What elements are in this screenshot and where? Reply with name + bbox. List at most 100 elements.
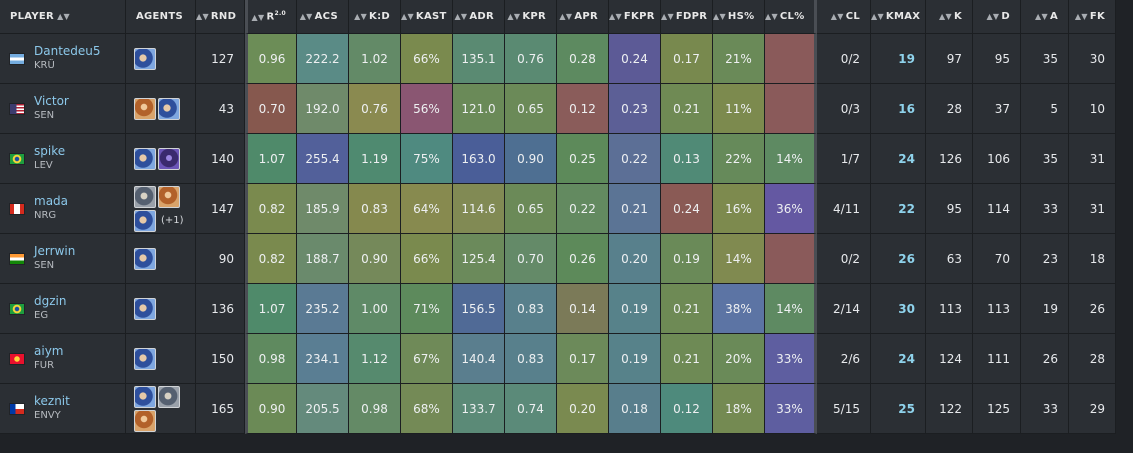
hs-cell: 38%	[713, 284, 765, 334]
player-name-link[interactable]: spike	[34, 144, 66, 158]
d-cell: 37	[973, 84, 1021, 134]
player-cell[interactable]: dgzin EG	[0, 284, 126, 334]
kpr-cell: 0.70	[505, 234, 557, 284]
col-header-adr[interactable]: ▲▼ ADR	[453, 0, 505, 34]
player-name-link[interactable]: mada	[34, 194, 69, 208]
player-team: FUR	[34, 360, 55, 371]
rnd-cell: 140	[196, 134, 245, 184]
kd-cell: 0.83	[349, 184, 401, 234]
col-header-d[interactable]: ▲▼ D	[973, 0, 1021, 34]
agents-cell	[126, 134, 196, 184]
kmax-cell: 24	[871, 334, 926, 384]
sort-icon: ▲▼	[507, 12, 521, 21]
player-name-link[interactable]: Victor	[34, 94, 69, 108]
hs-cell: 20%	[713, 334, 765, 384]
col-header-kast[interactable]: ▲▼ KAST	[401, 0, 453, 34]
player-cell[interactable]: Jerrwin SEN	[0, 234, 126, 284]
table-row: Victor SEN 43 0.70 192.0 0.76 56% 121.0 0.65 0.12…	[0, 84, 1133, 134]
adr-cell: 125.4	[453, 234, 505, 284]
col-header-cl[interactable]: ▲▼ CL	[817, 0, 871, 34]
rnd-cell: 43	[196, 84, 245, 134]
agent-icon-1	[134, 297, 156, 320]
agent-icon-3	[158, 147, 180, 170]
rnd-cell: 150	[196, 334, 245, 384]
player-cell[interactable]: spike LEV	[0, 134, 126, 184]
fdpr-cell: 0.13	[661, 134, 713, 184]
flag-chile-icon	[10, 403, 24, 414]
a-cell: 33	[1021, 384, 1069, 434]
kmax-cell: 25	[871, 384, 926, 434]
d-cell: 113	[973, 284, 1021, 334]
d-cell: 111	[973, 334, 1021, 384]
col-header-apr[interactable]: ▲▼ APR	[557, 0, 609, 34]
col-header-fk[interactable]: ▲▼ FK	[1069, 0, 1116, 34]
col-header-fkpr[interactable]: ▲▼ FKPR	[609, 0, 661, 34]
col-header-rating[interactable]: ▲▼ R2.0	[245, 0, 297, 34]
player-name-link[interactable]: Dantedeu5	[34, 44, 101, 58]
col-header-clp[interactable]: ▲▼ CL%	[765, 0, 817, 34]
agents-cell	[126, 234, 196, 284]
agent-icon-1	[134, 385, 156, 408]
player-cell[interactable]: mada NRG	[0, 184, 126, 234]
cl-cell: 4/11	[817, 184, 871, 234]
agent-icon-2	[134, 409, 156, 432]
acs-cell: 185.9	[297, 184, 349, 234]
table-row: Jerrwin SEN 90 0.82 188.7 0.90 66% 125.4 0.70 0.2…	[0, 234, 1133, 284]
kpr-cell: 0.90	[505, 134, 557, 184]
cl-cell: 1/7	[817, 134, 871, 184]
col-header-kpr[interactable]: ▲▼ KPR	[505, 0, 557, 34]
player-team: SEN	[34, 110, 55, 121]
col-header-fdpr[interactable]: ▲▼ FDPR	[661, 0, 713, 34]
player-cell[interactable]: keznit ENVY	[0, 384, 126, 434]
sort-icon: ▲▼	[713, 12, 726, 21]
kast-cell: 66%	[401, 234, 453, 284]
fk-cell: 28	[1069, 334, 1116, 384]
hs-cell: 22%	[713, 134, 765, 184]
sort-icon: ▲▼	[559, 12, 573, 21]
player-team: KRÜ	[34, 60, 55, 71]
player-cell[interactable]: aiym FUR	[0, 334, 126, 384]
a-cell: 19	[1021, 284, 1069, 334]
kpr-cell: 0.74	[505, 384, 557, 434]
sort-icon: ▲▼	[354, 12, 368, 21]
a-cell: 26	[1021, 334, 1069, 384]
flag-india-icon	[10, 253, 24, 264]
k-cell: 113	[926, 284, 973, 334]
kmax-cell: 19	[871, 34, 926, 84]
player-cell[interactable]: Dantedeu5 KRÜ	[0, 34, 126, 84]
player-name-link[interactable]: Jerrwin	[34, 244, 76, 258]
agent-icon-2	[158, 185, 180, 208]
rnd-cell: 147	[196, 184, 245, 234]
col-header-kd[interactable]: ▲▼ K:D	[349, 0, 401, 34]
kast-cell: 71%	[401, 284, 453, 334]
player-cell[interactable]: Victor SEN	[0, 84, 126, 134]
col-header-a[interactable]: ▲▼ A	[1021, 0, 1069, 34]
player-name-link[interactable]: dgzin	[34, 294, 67, 308]
agent-icon-1	[134, 247, 156, 270]
fdpr-cell: 0.21	[661, 84, 713, 134]
player-team: NRG	[34, 210, 57, 221]
kast-cell: 56%	[401, 84, 453, 134]
apr-cell: 0.28	[557, 34, 609, 84]
col-header-acs[interactable]: ▲▼ ACS	[297, 0, 349, 34]
agent-icon-1	[134, 147, 156, 170]
cl-cell: 5/15	[817, 384, 871, 434]
clp-cell	[765, 34, 817, 84]
player-name-link[interactable]: keznit	[34, 394, 70, 408]
table-row: aiym FUR 150 0.98 234.1 1.12 67% 140.4 0.83 0.17 0…	[0, 334, 1133, 384]
acs-cell: 234.1	[297, 334, 349, 384]
col-header-kmax[interactable]: ▲▼ KMAX	[871, 0, 926, 34]
col-header-rnd[interactable]: ▲▼ RND	[196, 0, 245, 34]
acs-cell: 255.4	[297, 134, 349, 184]
fk-cell: 31	[1069, 134, 1116, 184]
col-header-hs[interactable]: ▲▼ HS%	[713, 0, 765, 34]
player-name-link[interactable]: aiym	[34, 344, 64, 358]
sort-icon: ▲▼	[765, 12, 778, 21]
col-header-k[interactable]: ▲▼ K	[926, 0, 973, 34]
rating-cell: 0.70	[245, 84, 297, 134]
fdpr-cell: 0.17	[661, 34, 713, 84]
col-header-player[interactable]: PLAYER ▲▼	[0, 0, 126, 34]
a-cell: 33	[1021, 184, 1069, 234]
apr-cell: 0.12	[557, 84, 609, 134]
flag-canada-icon	[10, 203, 24, 214]
